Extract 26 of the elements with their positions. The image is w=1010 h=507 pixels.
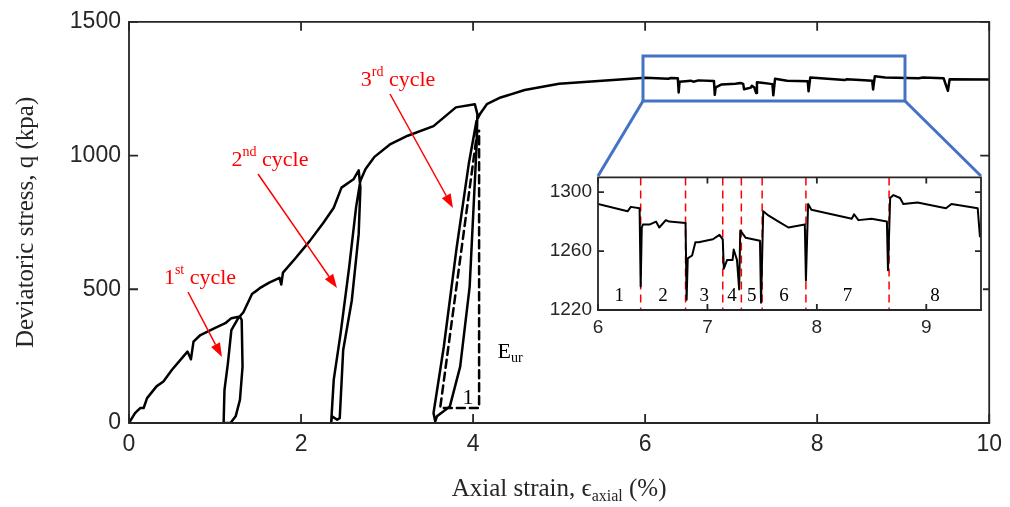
y-tick-label: 1000 <box>69 140 121 167</box>
annotation: 5 <box>747 283 757 305</box>
y-tick-label: 1220 <box>549 298 592 320</box>
annotation: 2 <box>658 283 668 305</box>
x-tick-label: 4 <box>466 430 480 457</box>
y-axis-title: Deviatoric stress, q (kpa) <box>10 96 39 349</box>
x-tick-label: 9 <box>921 315 932 337</box>
annotation: 4 <box>727 283 738 305</box>
y-tick-label: 500 <box>82 274 121 301</box>
annotation: 1 <box>462 383 474 409</box>
y-tick-label: 0 <box>108 408 121 435</box>
x-tick-label: 8 <box>811 315 823 337</box>
x-tick-label: 6 <box>638 430 652 457</box>
y-tick-label: 1300 <box>549 180 592 202</box>
x-tick-label: 10 <box>976 430 1003 457</box>
annotation: 6 <box>779 283 789 305</box>
annotation: 7 <box>842 283 853 305</box>
x-tick-label: 7 <box>702 315 713 337</box>
x-tick-label: 6 <box>592 315 604 337</box>
annotation: 8 <box>930 283 940 305</box>
x-tick-label: 8 <box>810 430 824 457</box>
annotation: 3 <box>699 283 709 305</box>
x-tick-label: 2 <box>294 430 308 457</box>
y-tick-label: 1260 <box>549 239 592 261</box>
annotation: 1 <box>614 283 625 305</box>
y-tick-label: 1500 <box>69 7 121 34</box>
